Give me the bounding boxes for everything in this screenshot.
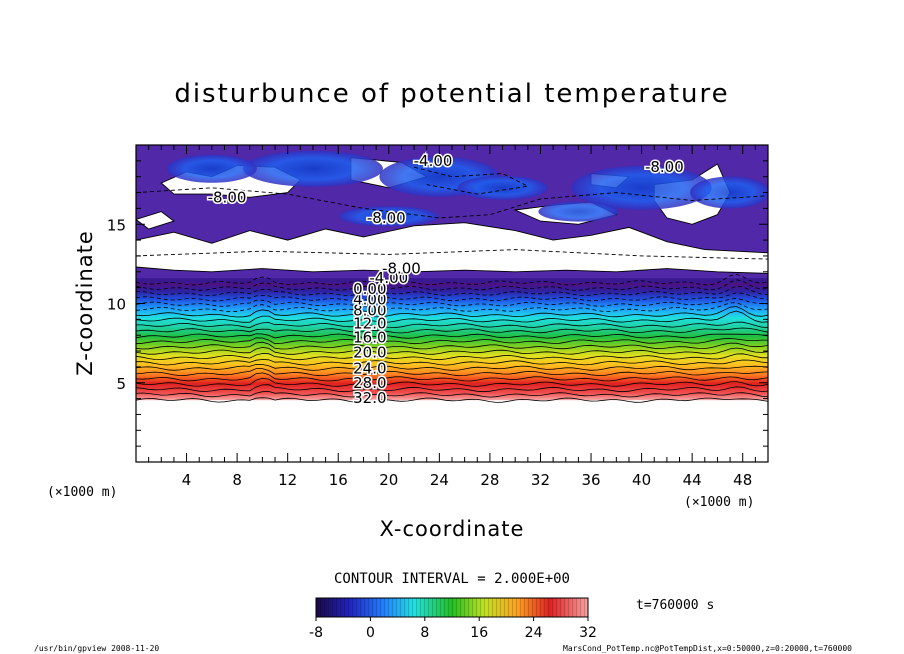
colorbar-ticks: -8 0 8 16 24 32 bbox=[309, 617, 597, 641]
x-tick-label: 44 bbox=[683, 471, 702, 489]
colorbar-tick-label: -8 bbox=[309, 625, 323, 641]
contour-labels: 32.028.024.020.016.012.08.004.000.00-4.0… bbox=[206, 150, 685, 408]
contour-label: 24.0 bbox=[353, 359, 386, 377]
white-cloud bbox=[136, 211, 175, 230]
x-tick-label: 16 bbox=[329, 471, 348, 489]
x-tick-label: 12 bbox=[278, 471, 297, 489]
x-tick-label: 8 bbox=[232, 471, 242, 489]
contour-label: 12.0 bbox=[353, 314, 386, 332]
contour-label: 8.00 bbox=[353, 302, 386, 320]
blue-patch bbox=[242, 150, 383, 187]
contour-line bbox=[136, 273, 768, 286]
x-tick-label: 40 bbox=[632, 471, 651, 489]
x-unit-label: (×1000 m) bbox=[684, 495, 754, 510]
dark-base-band bbox=[136, 278, 768, 283]
contour-line bbox=[136, 390, 768, 398]
plot-area: 32.028.024.020.016.012.08.004.000.00-4.0… bbox=[136, 145, 768, 408]
blue-patch bbox=[690, 176, 768, 209]
y-tick-label: 15 bbox=[107, 216, 126, 234]
x-tick-label: 20 bbox=[379, 471, 398, 489]
x-tick-label: 36 bbox=[581, 471, 600, 489]
time-label: t=760000 s bbox=[636, 598, 714, 613]
contour-line bbox=[136, 353, 768, 361]
colorbar-border bbox=[315, 597, 589, 618]
blue-patch bbox=[338, 206, 439, 227]
contour-label: -4.00 bbox=[369, 269, 408, 287]
contour-line bbox=[136, 321, 768, 329]
footer-program: /usr/bin/gpview 2008-11-20 bbox=[34, 644, 159, 653]
contour-line bbox=[136, 363, 768, 371]
y-tick-label: 10 bbox=[107, 296, 126, 314]
x-tick-label: 28 bbox=[480, 471, 499, 489]
contour-line bbox=[136, 397, 768, 403]
contour-label: 28.0 bbox=[353, 374, 386, 392]
y-tick-label: 5 bbox=[116, 375, 126, 393]
y-unit-label: (×1000 m) bbox=[47, 485, 117, 500]
contour-line-dashed bbox=[136, 187, 768, 219]
x-axis-label: X-coordinate bbox=[380, 517, 525, 541]
colorbar-tick-label: 0 bbox=[366, 625, 375, 641]
contour-lines bbox=[136, 166, 768, 403]
blue-patch bbox=[538, 201, 619, 222]
contour-line bbox=[136, 377, 768, 387]
x-tick-label: 32 bbox=[531, 471, 550, 489]
contour-label: -8.00 bbox=[208, 188, 247, 206]
contour-label: -8.00 bbox=[382, 260, 421, 278]
contour-line bbox=[136, 306, 768, 318]
contour-label: -4.00 bbox=[414, 152, 453, 170]
contour-line-dashed bbox=[413, 166, 530, 195]
contour-label: -8.00 bbox=[645, 158, 684, 176]
contour-line bbox=[136, 292, 768, 302]
contour-interval: CONTOUR INTERVAL = 2.000E+00 bbox=[334, 571, 570, 587]
contour-line bbox=[136, 302, 768, 313]
x-tick-label: 24 bbox=[430, 471, 449, 489]
contour-line bbox=[136, 341, 768, 350]
contour-line bbox=[136, 327, 768, 334]
chart-title: disturbunce of potential temperature bbox=[174, 79, 729, 109]
contour-line bbox=[136, 285, 768, 297]
contour-label: 20.0 bbox=[353, 344, 386, 362]
contour-line bbox=[136, 297, 768, 307]
contour-label: 4.00 bbox=[353, 291, 386, 309]
contour-line bbox=[136, 310, 768, 323]
blue-patch bbox=[166, 154, 257, 183]
colorbar-tick-label: 8 bbox=[420, 625, 429, 641]
x-tick-label: 4 bbox=[182, 471, 192, 489]
colorbar-tick-label: 32 bbox=[579, 625, 597, 641]
contour-line bbox=[136, 346, 768, 355]
contour-line bbox=[136, 337, 768, 345]
contour-line bbox=[136, 279, 768, 291]
white-cloud bbox=[136, 222, 768, 274]
footer-source: MarsCond_PotTemp.nc@PotTempDist,x=0:5000… bbox=[563, 644, 852, 653]
contour-label: -8.00 bbox=[367, 209, 406, 227]
contour-line bbox=[136, 333, 768, 339]
colorbar-tick-label: 24 bbox=[525, 625, 543, 641]
x-tick-label: 48 bbox=[733, 471, 752, 489]
blue-patch bbox=[457, 175, 548, 200]
contour-label: 32.0 bbox=[353, 389, 386, 407]
colorbar-tick-label: 16 bbox=[470, 625, 488, 641]
contour-label: 0.00 bbox=[353, 280, 386, 298]
contour-line bbox=[136, 372, 768, 382]
colorbar-stripes bbox=[316, 598, 588, 617]
colorbar: -8 0 8 16 24 32 bbox=[309, 597, 597, 641]
contour-line bbox=[136, 359, 768, 366]
contour-line bbox=[136, 384, 768, 393]
contour-line-dashed bbox=[136, 249, 768, 260]
contour-label: 16.0 bbox=[353, 329, 386, 347]
contour-line bbox=[136, 368, 768, 377]
y-axis-label: Z-coordinate bbox=[73, 230, 97, 376]
